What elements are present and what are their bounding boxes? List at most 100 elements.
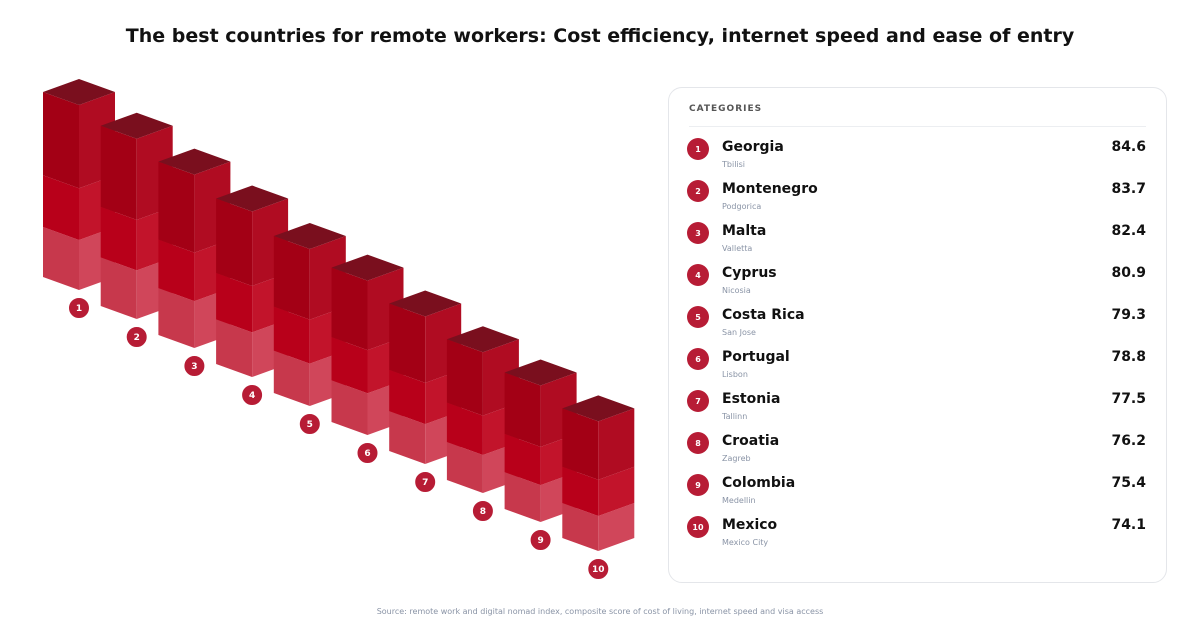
bar-rank-label: 2 xyxy=(134,333,140,343)
chart-title: The best countries for remote workers: C… xyxy=(125,25,1075,47)
isometric-bar-chart: 1 2 3 4 5 6 7 8 9 10 xyxy=(43,79,635,581)
bar-left-face xyxy=(100,206,137,271)
bar-rank-badge xyxy=(124,325,149,349)
bar-top-face xyxy=(562,395,635,422)
bar-top-face xyxy=(446,326,519,353)
country-name: Estonia xyxy=(722,391,781,407)
score-value: 83.7 xyxy=(1111,181,1146,197)
rank-badge: 8 xyxy=(687,432,709,454)
bar-left-face xyxy=(504,372,541,447)
bar-right-face xyxy=(598,466,635,517)
bar-left-face xyxy=(446,339,483,416)
bar-left-face xyxy=(100,125,137,220)
score-value: 82.4 xyxy=(1111,223,1146,239)
bar-right-face xyxy=(598,503,635,551)
bar-rank-badge xyxy=(297,412,322,436)
bar-left-face xyxy=(158,288,195,348)
country-detail: Mexico City xyxy=(722,538,769,547)
bar-rank-badge xyxy=(413,470,438,494)
bar-left-face xyxy=(562,408,599,480)
bar-rank-label: 3 xyxy=(191,362,197,372)
bar-left-face xyxy=(331,267,368,351)
rank-badge: 2 xyxy=(687,180,709,202)
country-detail: Lisbon xyxy=(722,370,748,379)
list-item: 4 Cyprus Nicosia 80.9 xyxy=(687,264,1146,306)
bar-left-face xyxy=(504,433,541,486)
bar-rank-label: 4 xyxy=(249,391,255,401)
bar-rank-badge xyxy=(182,354,207,378)
bar-top-face xyxy=(43,79,115,105)
ranking-panel: CATEGORIES 1 Georgia Tbilisi 84.6 2 Montenegr… xyxy=(668,87,1167,583)
bar-rank-badge xyxy=(355,441,380,465)
bar-left-face xyxy=(43,227,79,290)
bar-left-face xyxy=(216,198,253,286)
bar-top-face xyxy=(389,290,462,317)
bar-rank-label: 5 xyxy=(307,420,313,430)
bar-top-face xyxy=(158,148,231,175)
list-item: 2 Montenegro Podgorica 83.7 xyxy=(687,180,1146,222)
rank-badge: 3 xyxy=(687,222,709,244)
bar-rank-label: 7 xyxy=(422,478,428,488)
bar-rank-badge xyxy=(528,528,553,552)
bar-left-face xyxy=(331,380,368,435)
country-detail: Zagreb xyxy=(722,454,751,463)
country-name: Malta xyxy=(722,223,767,239)
score-value: 80.9 xyxy=(1111,265,1146,281)
country-name: Portugal xyxy=(722,349,790,365)
score-value: 84.6 xyxy=(1111,139,1146,155)
rank-badge: 4 xyxy=(687,264,709,286)
country-name: Colombia xyxy=(722,475,796,491)
bar-left-face xyxy=(158,161,195,253)
rank-badge: 9 xyxy=(687,474,709,496)
ranking-list: 1 Georgia Tbilisi 84.6 2 Montenegro Podgorica 8… xyxy=(687,138,1146,558)
rank-badge: 1 xyxy=(687,138,709,160)
country-detail: Tallinn xyxy=(722,412,748,421)
panel-divider xyxy=(689,126,1146,127)
list-item: 9 Colombia Medellin 75.4 xyxy=(687,474,1146,516)
bar-left-face xyxy=(389,411,426,464)
bar-rank-label: 9 xyxy=(537,536,543,546)
bar-left-face xyxy=(562,503,599,551)
score-value: 74.1 xyxy=(1111,517,1146,533)
bar-rank-label: 1 xyxy=(76,304,82,314)
bar-top-face xyxy=(273,222,346,249)
bar-left-face xyxy=(216,272,253,333)
bar-left-face xyxy=(216,319,253,377)
bar-left-face xyxy=(446,442,483,493)
bar-top-face xyxy=(100,112,173,139)
country-name: Montenegro xyxy=(722,181,818,197)
bar-left-face xyxy=(446,402,483,456)
bar-rank-badge xyxy=(240,383,265,407)
country-detail: Tbilisi xyxy=(722,160,746,169)
country-name: Croatia xyxy=(722,433,780,449)
country-detail: Valletta xyxy=(722,244,753,253)
country-detail: San Jose xyxy=(722,328,756,337)
score-value: 75.4 xyxy=(1111,475,1146,491)
bar-right-face xyxy=(598,408,635,480)
bar-left-face xyxy=(43,92,79,189)
bar-top-face xyxy=(504,359,577,386)
country-detail: Podgorica xyxy=(722,202,762,211)
score-value: 76.2 xyxy=(1111,433,1146,449)
list-item: 10 Mexico Mexico City 74.1 xyxy=(687,516,1146,558)
bar-left-face xyxy=(331,337,368,394)
bar-top-face xyxy=(216,185,289,212)
bar-rank-label: 8 xyxy=(480,507,486,517)
country-name: Cyprus xyxy=(722,265,777,281)
country-detail: Nicosia xyxy=(722,286,751,295)
list-item: 8 Croatia Zagreb 76.2 xyxy=(687,432,1146,474)
bar-rank-badge xyxy=(470,499,495,523)
list-item: 5 Costa Rica San Jose 79.3 xyxy=(687,306,1146,348)
bar-left-face xyxy=(43,175,79,241)
bar-left-face xyxy=(100,257,137,319)
footer-source: Source: remote work and digital nomad in… xyxy=(376,607,824,616)
rank-badge: 10 xyxy=(687,516,709,538)
country-name: Georgia xyxy=(722,139,784,155)
bar-rank-label: 6 xyxy=(364,449,370,459)
country-name: Costa Rica xyxy=(722,307,805,323)
bar-rank-badge xyxy=(67,296,91,320)
list-item: 1 Georgia Tbilisi 84.6 xyxy=(687,138,1146,180)
rank-badge: 7 xyxy=(687,390,709,412)
bar-left-face xyxy=(504,472,541,522)
country-name: Mexico xyxy=(722,517,778,533)
